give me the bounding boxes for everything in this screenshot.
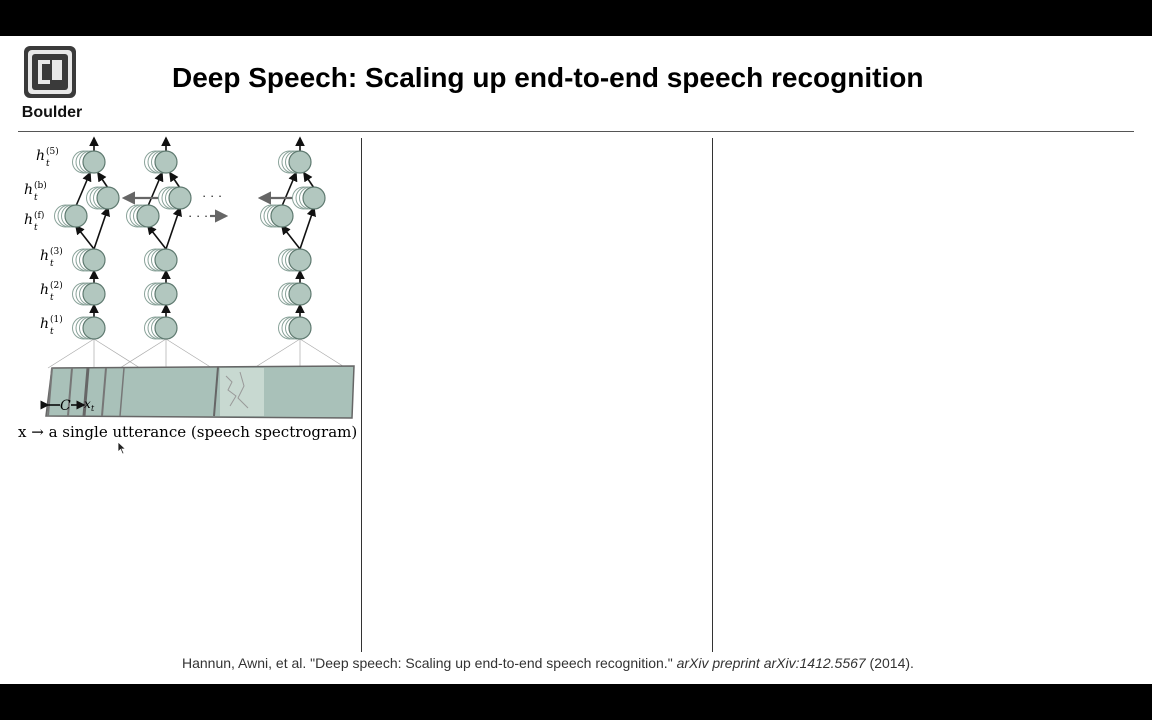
col1-node-hb xyxy=(96,186,120,210)
svg-text:h: h xyxy=(24,212,33,228)
col1-arrow-h3-b xyxy=(93,206,110,250)
col1-arrow-f-h5 xyxy=(75,171,92,207)
col2-node-h3 xyxy=(154,248,178,272)
svg-text:(5): (5) xyxy=(46,146,59,157)
network-nodes xyxy=(47,136,347,369)
svg-text:h: h xyxy=(36,148,45,164)
svg-text:t: t xyxy=(50,293,54,303)
col3-arrow-b-h5 xyxy=(303,171,315,189)
ellipsis-bottom: · · · xyxy=(188,208,208,223)
svg-text:t: t xyxy=(50,259,54,269)
slide: Boulder Deep Speech: Scaling up end-to-e… xyxy=(0,36,1152,684)
fan-line xyxy=(165,338,213,369)
col2-arrow-f-h5 xyxy=(147,171,164,207)
col1-node-h2 xyxy=(82,282,106,306)
col1-arrow-b-h5 xyxy=(97,171,109,189)
layer-labels: h (5)t h (b)t h (f)t h (3)t h (2)t h (1)t xyxy=(24,146,63,337)
diagram-caption: x → a single utterance (speech spectrogr… xyxy=(18,423,358,441)
svg-text:t: t xyxy=(34,223,38,233)
col3-node-h2 xyxy=(288,282,312,306)
svg-text:(1): (1) xyxy=(50,314,63,325)
col1-node-h5 xyxy=(82,150,106,174)
citation-year: (2014). xyxy=(865,655,914,671)
fan-line xyxy=(47,338,95,369)
citation: Hannun, Awni, et al. "Deep speech: Scali… xyxy=(182,655,914,671)
column-divider-1 xyxy=(361,138,362,652)
logo-text: Boulder xyxy=(21,104,83,121)
svg-text:h: h xyxy=(40,316,49,332)
col2-node-h2 xyxy=(154,282,178,306)
svg-text:h: h xyxy=(40,248,49,264)
col2-node-h1 xyxy=(154,316,178,340)
col1-node-h1 xyxy=(82,316,106,340)
col2-arrow-h3-f xyxy=(147,224,167,250)
svg-text:(f): (f) xyxy=(34,210,44,221)
col3-node-hb xyxy=(302,186,326,210)
university-logo: Boulder xyxy=(18,42,86,122)
context-window-label: C x t xyxy=(40,397,95,414)
col3-node-hf xyxy=(270,204,294,228)
fan-line xyxy=(253,338,301,369)
col2-node-hb xyxy=(168,186,192,210)
svg-text:h: h xyxy=(40,282,49,298)
label-h5: h (5) t xyxy=(36,146,59,169)
mouse-cursor-icon xyxy=(117,441,127,455)
label-hf: h (f) t xyxy=(24,210,44,233)
col2-node-hf xyxy=(136,204,160,228)
svg-text:x: x xyxy=(84,397,91,411)
col3-node-h1 xyxy=(288,316,312,340)
citation-authors: Hannun, Awni, et al. "Deep speech: Scali… xyxy=(182,655,677,671)
col1-arrow-h3-f xyxy=(75,224,95,250)
col3-node-h3 xyxy=(288,248,312,272)
svg-text:h: h xyxy=(24,182,33,198)
column-divider-2 xyxy=(712,138,713,652)
fan-line xyxy=(299,338,347,369)
col2-arrow-b-h5 xyxy=(169,171,181,189)
label-h3: h (3) t xyxy=(40,246,63,269)
deep-speech-architecture-diagram: h (5)t h (b)t h (f)t h (3)t h (2)t h (1)t · · … xyxy=(24,136,355,419)
col2-node-h5 xyxy=(154,150,178,174)
label-hb: h (b) t xyxy=(24,180,47,203)
col3-arrow-h3-b xyxy=(299,206,316,250)
spectrogram xyxy=(45,365,355,419)
fan-line xyxy=(93,338,141,369)
svg-text:(2): (2) xyxy=(50,280,63,291)
svg-text:(3): (3) xyxy=(50,246,63,257)
ellipsis-top: · · · xyxy=(202,188,222,203)
col2-arrow-h3-b xyxy=(165,206,182,250)
title-divider xyxy=(18,131,1134,132)
svg-text:t: t xyxy=(46,159,50,169)
col1-node-h3 xyxy=(82,248,106,272)
col1-node-hf xyxy=(64,204,88,228)
slide-title: Deep Speech: Scaling up end-to-end speec… xyxy=(172,62,924,93)
label-h2: h (2) t xyxy=(40,280,63,303)
col3-arrow-f-h5 xyxy=(281,171,298,207)
citation-venue: arXiv preprint arXiv:1412.5567 xyxy=(676,655,866,671)
svg-text:C: C xyxy=(60,398,71,414)
svg-text:t: t xyxy=(34,193,38,203)
svg-text:t: t xyxy=(50,327,54,337)
svg-text:(b): (b) xyxy=(34,180,47,191)
label-h1: h (1) t xyxy=(40,314,63,337)
svg-text:t: t xyxy=(91,404,95,413)
fan-line xyxy=(119,338,167,369)
col3-arrow-h3-f xyxy=(281,224,301,250)
cu-logo-icon xyxy=(24,46,76,98)
col3-node-h5 xyxy=(288,150,312,174)
